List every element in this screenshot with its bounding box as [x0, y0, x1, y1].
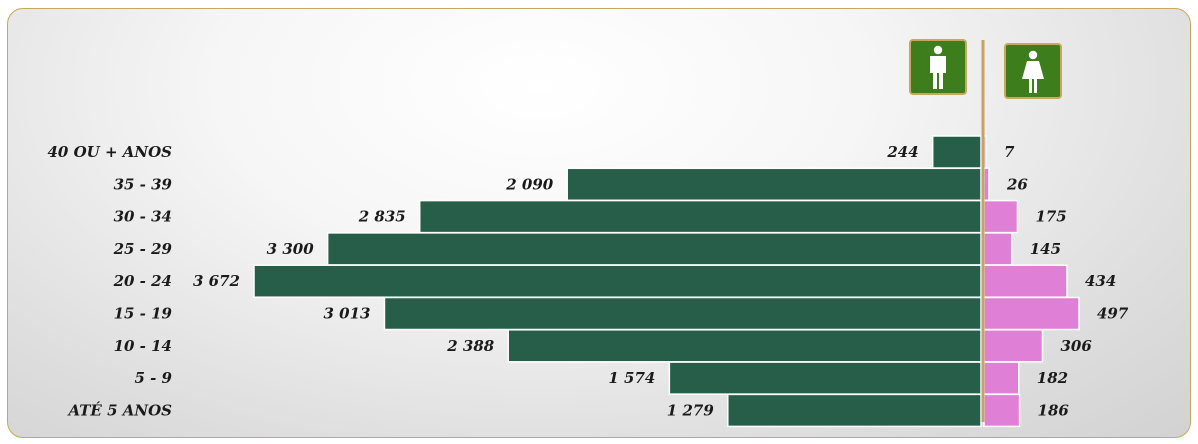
value-labels: 244 7 2 090 26 2 835 175 3 300 145 3 672 434 3 013…: [193, 143, 1129, 419]
male-bar: [253, 264, 982, 298]
male-bar: [326, 232, 982, 266]
female-bar: [983, 264, 1068, 298]
female-bar: [983, 393, 1021, 428]
male-bars: [253, 135, 982, 428]
female-value-label: 175: [1035, 208, 1066, 226]
female-value-label: 434: [1085, 272, 1116, 290]
female-value-label: 26: [1006, 175, 1028, 193]
female-bar: [983, 199, 1019, 234]
male-value-label: 244: [886, 143, 918, 161]
female-value-label: 182: [1037, 369, 1068, 387]
age-label: 40 OU + ANOS: [47, 143, 172, 161]
male-icon: [909, 39, 967, 95]
female-bar: [983, 296, 1080, 331]
male-bar: [418, 199, 982, 234]
female-value-label: 306: [1060, 337, 1092, 355]
female-value-label: 186: [1038, 401, 1070, 419]
age-labels: 40 OU + ANOS 35 - 39 30 - 34 25 - 29 20 - 24…: [47, 143, 172, 419]
age-label: 5 - 9: [134, 369, 172, 387]
male-bar: [668, 361, 982, 395]
female-bar: [983, 167, 990, 202]
male-value-label: 3 300: [267, 240, 315, 258]
female-bar: [983, 232, 1013, 266]
age-label: 30 - 34: [114, 208, 172, 226]
female-bar: [983, 361, 1020, 395]
female-value-label: 145: [1030, 240, 1061, 258]
female-value-label: 497: [1097, 305, 1129, 323]
male-bar: [931, 135, 982, 169]
male-value-label: 3 013: [323, 305, 370, 323]
male-value-label: 1 279: [667, 401, 715, 419]
age-label: 20 - 24: [113, 272, 172, 290]
male-bar: [727, 393, 982, 428]
age-label: 10 - 14: [114, 337, 172, 355]
female-icon: [1004, 43, 1062, 99]
male-value-label: 1 574: [608, 369, 655, 387]
male-value-label: 3 672: [193, 272, 240, 290]
age-label: 35 - 39: [114, 175, 173, 193]
male-value-label: 2 090: [505, 175, 554, 193]
male-bar: [383, 296, 982, 331]
age-label: 25 - 29: [113, 240, 173, 258]
male-value-label: 2 835: [358, 208, 406, 226]
female-bars: [983, 135, 1080, 428]
age-label: 15 - 19: [114, 305, 173, 323]
male-bar: [566, 167, 982, 202]
female-value-label: 7: [1004, 143, 1015, 161]
age-label: ATÉ 5 ANOS: [66, 401, 172, 419]
male-value-label: 2 388: [446, 337, 495, 355]
male-bar: [507, 329, 982, 363]
female-bar: [983, 329, 1044, 363]
